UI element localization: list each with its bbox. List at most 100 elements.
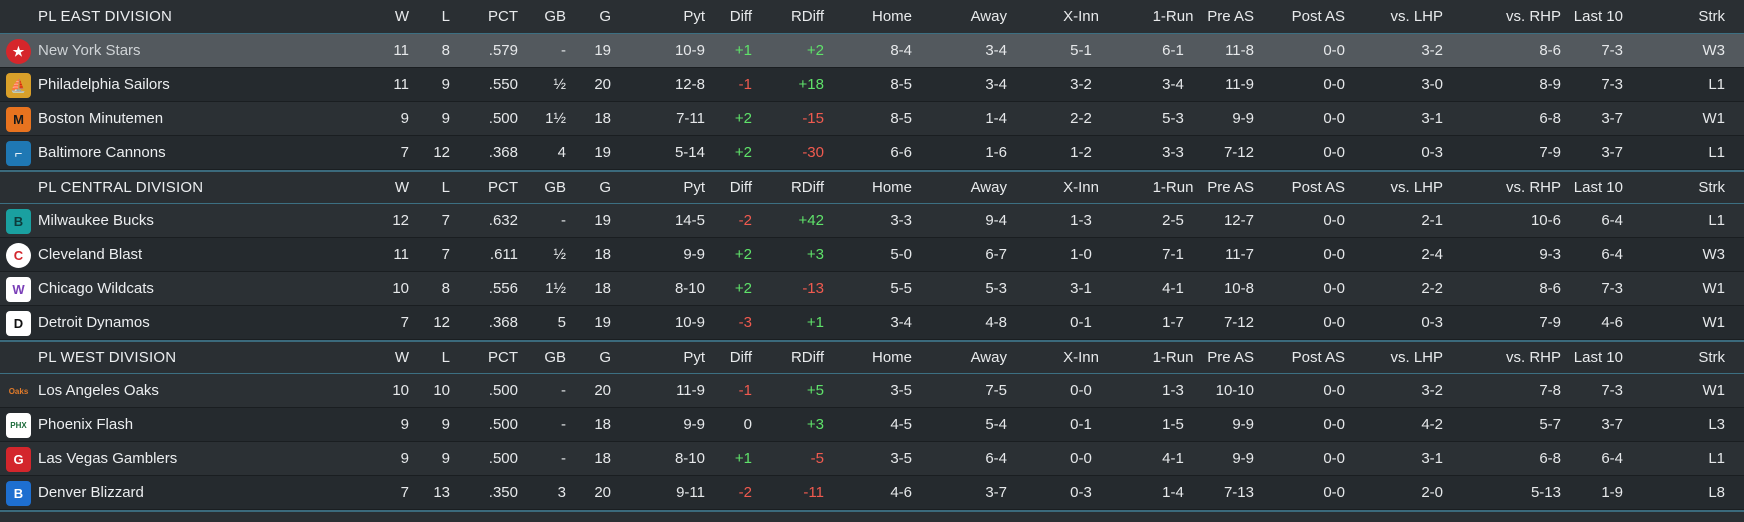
- team-row[interactable]: D Detroit Dynamos 7 12 .368 5 19 10-9 -3 +1 3-4 4-8…: [0, 306, 1744, 340]
- team-row[interactable]: ⌐ Baltimore Cannons 7 12 .368 4 19 5-14 +2 -30 6-6…: [0, 136, 1744, 170]
- stat-g: 20: [594, 76, 611, 93]
- team-row[interactable]: C Cleveland Blast 11 7 .611 ½ 18 9-9 +2 +3 5-0 6-7 1…: [0, 238, 1744, 272]
- stat-pct: .350: [488, 484, 518, 501]
- stat-post-as: 0-0: [1323, 144, 1345, 161]
- stat-last-10: 6-4: [1601, 246, 1623, 263]
- team-name[interactable]: Chicago Wildcats: [38, 280, 154, 297]
- team-name[interactable]: Baltimore Cannons: [38, 144, 166, 161]
- team-name[interactable]: Detroit Dynamos: [38, 314, 150, 331]
- column-header-vs-rhp: vs. RHP: [1505, 349, 1561, 366]
- stat-vs-lhp: 3-1: [1421, 110, 1443, 127]
- stat-x-inn: 0-1: [1070, 314, 1092, 331]
- stat-vs-lhp: 2-4: [1421, 246, 1443, 263]
- stat-pyt: 10-9: [674, 314, 705, 331]
- team-row[interactable]: Oaks Los Angeles Oaks 10 10 .500 - 20 11-9 -1 +5 3…: [0, 374, 1744, 408]
- division-header: PL CENTRAL DIVISION W L PCT GB G Pyt Diff RDiff H…: [0, 170, 1744, 204]
- sailors-logo-icon: ⛵: [6, 73, 31, 98]
- stat-rdiff: -5: [810, 450, 824, 467]
- column-header-w: W: [394, 179, 409, 196]
- team-name[interactable]: Milwaukee Bucks: [38, 212, 154, 229]
- team-name[interactable]: New York Stars: [38, 42, 141, 59]
- team-row[interactable]: W Chicago Wildcats 10 8 .556 1½ 18 8-10 +2 -13 5-5…: [0, 272, 1744, 306]
- stat-strk: W1: [1702, 314, 1726, 331]
- stat-away: 3-4: [985, 42, 1007, 59]
- stat-home: 3-3: [890, 212, 912, 229]
- stat-vs-lhp: 0-3: [1421, 314, 1443, 331]
- column-header-last-10: Last 10: [1573, 8, 1623, 25]
- stat-gb: -: [561, 42, 566, 59]
- column-header-post-as: Post AS: [1291, 349, 1345, 366]
- team-name[interactable]: Phoenix Flash: [38, 416, 134, 433]
- stat-home: 8-5: [890, 110, 912, 127]
- stat-vs-rhp: 7-8: [1539, 382, 1561, 399]
- column-header-rdiff: RDiff: [790, 8, 824, 25]
- stat-post-as: 0-0: [1323, 484, 1345, 501]
- column-header-vs-lhp: vs. LHP: [1390, 179, 1443, 196]
- stat-post-as: 0-0: [1323, 450, 1345, 467]
- team-name[interactable]: Boston Minutemen: [38, 110, 164, 127]
- gamblers-logo-icon: G: [6, 447, 31, 472]
- team-row[interactable]: B Denver Blizzard 7 13 .350 3 20 9-11 -2 -11 4-6 3-…: [0, 476, 1744, 510]
- stat-pct: .500: [488, 382, 518, 399]
- stat-last-10: 7-3: [1601, 280, 1623, 297]
- column-header-g: G: [599, 349, 611, 366]
- column-header-w: W: [394, 8, 409, 25]
- stat-last-10: 4-6: [1601, 314, 1623, 331]
- column-header-x-inn: X-Inn: [1063, 8, 1099, 25]
- team-row[interactable]: G Las Vegas Gamblers 9 9 .500 - 18 8-10 +1 -5 3-5 6…: [0, 442, 1744, 476]
- stat-g: 18: [594, 246, 611, 263]
- star-logo-icon: ★: [6, 39, 31, 64]
- stat-rdiff: -15: [802, 110, 824, 127]
- stat-vs-rhp: 8-6: [1539, 280, 1561, 297]
- team-name[interactable]: Los Angeles Oaks: [38, 382, 159, 399]
- stat-rdiff: -11: [803, 484, 824, 501]
- stat-w: 7: [400, 144, 409, 161]
- stat-gb: 3: [557, 484, 566, 501]
- stat-l: 7: [441, 246, 450, 263]
- stat-g: 19: [594, 212, 611, 229]
- stat-post-as: 0-0: [1323, 110, 1345, 127]
- stat-last-10: 6-4: [1601, 450, 1623, 467]
- stat-away: 1-4: [985, 110, 1007, 127]
- column-header-vs-rhp: vs. RHP: [1505, 8, 1561, 25]
- team-name[interactable]: Denver Blizzard: [38, 484, 144, 501]
- stat-strk: L1: [1708, 212, 1725, 229]
- stat-home: 8-5: [890, 76, 912, 93]
- stat-diff: -1: [738, 382, 752, 399]
- stat-home: 3-5: [890, 450, 912, 467]
- stat-strk: L1: [1708, 76, 1725, 93]
- stat-x-inn: 3-1: [1070, 280, 1092, 297]
- stat-g: 19: [594, 144, 611, 161]
- stat-gb: -: [561, 212, 566, 229]
- stat-pyt: 11-9: [676, 382, 705, 399]
- stat-post-as: 0-0: [1323, 280, 1345, 297]
- team-name[interactable]: Philadelphia Sailors: [38, 76, 170, 93]
- column-header-diff: Diff: [729, 349, 752, 366]
- division-name: PL WEST DIVISION: [38, 349, 177, 366]
- stat-rdiff: +18: [798, 76, 824, 93]
- stat-gb: 5: [557, 314, 566, 331]
- column-header-pct: PCT: [488, 179, 518, 196]
- column-header-post-as: Post AS: [1291, 8, 1345, 25]
- stat-diff: -1: [738, 76, 752, 93]
- stat-w: 7: [400, 484, 409, 501]
- team-row[interactable]: PHX Phoenix Flash 9 9 .500 - 18 9-9 0 +3 4-5 5-4 0-1…: [0, 408, 1744, 442]
- stat-x-inn: 1-2: [1070, 144, 1092, 161]
- stat-w: 12: [392, 212, 409, 229]
- team-row[interactable]: ★ New York Stars 11 8 .579 - 19 10-9 +1 +2 8-4 3-4 5…: [0, 34, 1744, 68]
- stat-post-as: 0-0: [1323, 382, 1345, 399]
- stat-pre-as: 7-13: [1223, 484, 1254, 501]
- stat-vs-lhp: 2-0: [1421, 484, 1443, 501]
- stat-one-run: 5-3: [1162, 110, 1184, 127]
- team-name[interactable]: Cleveland Blast: [38, 246, 143, 263]
- stat-w: 11: [393, 246, 409, 263]
- team-row[interactable]: M Boston Minutemen 9 9 .500 1½ 18 7-11 +2 -15 8-5 1…: [0, 102, 1744, 136]
- team-row[interactable]: ⛵ Philadelphia Sailors 11 9 .550 ½ 20 12-8 -1 +18…: [0, 68, 1744, 102]
- team-row[interactable]: B Milwaukee Bucks 12 7 .632 - 19 14-5 -2 +42 3-3 9-…: [0, 204, 1744, 238]
- stat-vs-rhp: 8-9: [1539, 76, 1561, 93]
- stat-gb: -: [561, 382, 566, 399]
- team-name[interactable]: Las Vegas Gamblers: [38, 450, 178, 467]
- column-header-rdiff: RDiff: [790, 179, 824, 196]
- column-header-pct: PCT: [488, 349, 518, 366]
- division-name: PL EAST DIVISION: [38, 8, 173, 25]
